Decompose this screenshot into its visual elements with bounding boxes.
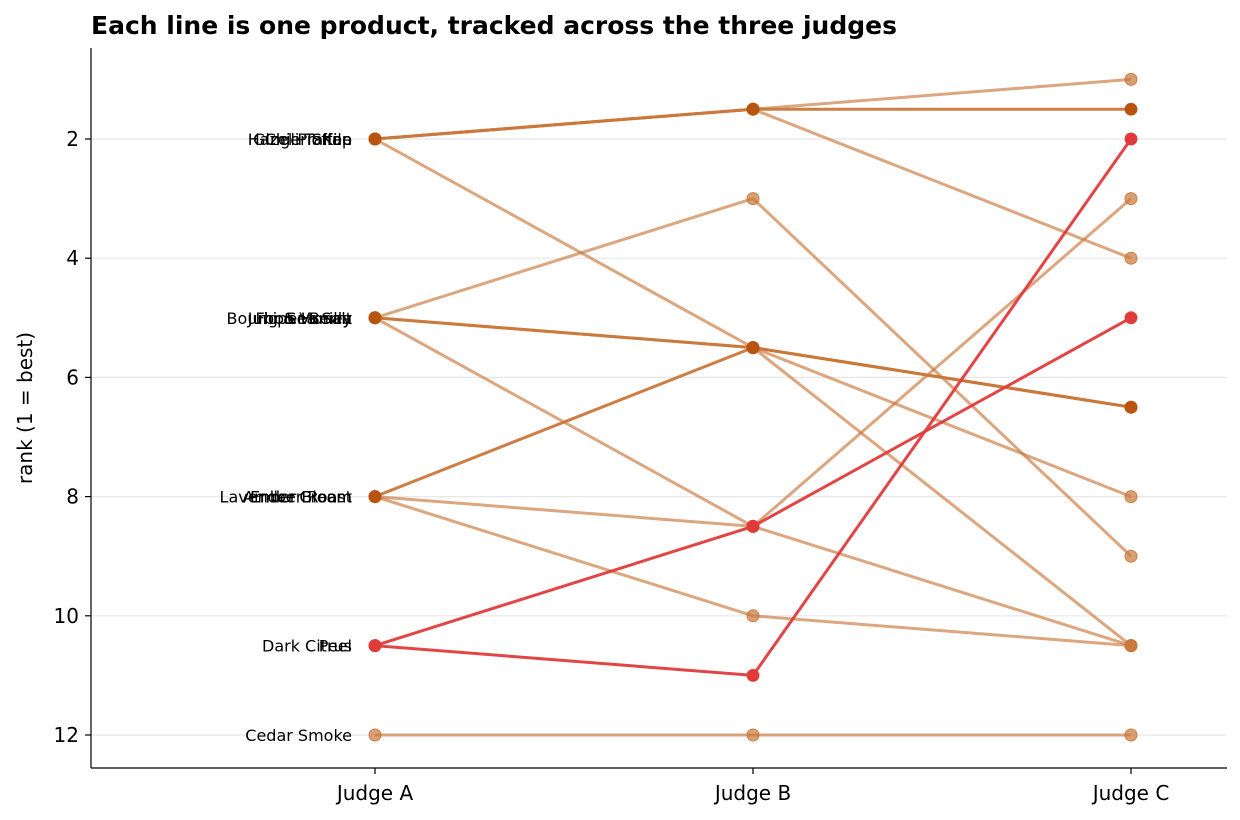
- point-chili-toffee: [368, 132, 382, 146]
- y-tick-label: 4: [66, 246, 79, 270]
- point-lavender-cream: [746, 341, 760, 355]
- point-peel: [1124, 132, 1138, 146]
- point-amber-bloom: [746, 609, 760, 623]
- point-ember-roast: [1124, 192, 1138, 206]
- point-lavender-cream: [368, 490, 382, 504]
- point-hazel-praline: [1124, 72, 1138, 86]
- point-chili-toffee: [746, 102, 760, 116]
- point-ginger-snap: [1124, 251, 1138, 265]
- y-axis-ticks: 2 4 6 8 10 12: [54, 127, 91, 747]
- product-label-ginger-snap: Ginger Snap: [253, 130, 352, 149]
- point-bourbon-vanilla: [746, 192, 760, 206]
- point-chili-toffee: [1124, 102, 1138, 116]
- point-peel: [368, 639, 382, 653]
- point-cedar-smoke: [368, 728, 382, 742]
- series-line-sea-salt: [374, 316, 1132, 648]
- series-line-peel: [374, 138, 1133, 677]
- x-tick-label: Judge C: [1091, 781, 1170, 805]
- series-line-juniper-berry: [374, 316, 1132, 409]
- series-line-ember-roast: [374, 197, 1132, 528]
- y-tick-label: 2: [66, 127, 79, 151]
- point-cedar-smoke: [1124, 728, 1138, 742]
- point-bourbon-vanilla: [1124, 549, 1138, 563]
- product-label-amber-bloom: Amber Bloom: [243, 488, 352, 507]
- point-amber-bloom: [1124, 639, 1138, 653]
- product-label-hazel-praline: Hazel Praline: [248, 130, 352, 149]
- product-label-sea-salt: Sea Salt: [286, 309, 352, 328]
- product-label-peel: Peel: [319, 637, 352, 656]
- product-label-juniper-berry: Juniper Berry: [247, 309, 352, 328]
- point-lavender-cream: [1124, 400, 1138, 414]
- product-label-kiln: Kiln: [322, 130, 352, 149]
- product-label-cedar-smoke: Cedar Smoke: [245, 726, 352, 745]
- product-label-ember-roast: Ember Roast: [250, 488, 352, 507]
- x-tick-label: Judge B: [713, 781, 791, 805]
- product-label-bourbon-vanilla: Bourbon Vanilla: [227, 309, 352, 328]
- axes: [90, 48, 1227, 769]
- y-tick-label: 10: [54, 604, 79, 628]
- x-tick-label: Judge A: [335, 781, 414, 805]
- point-dark-citrus: [746, 519, 760, 533]
- product-label-chili-toffee: Chili Toffee: [265, 130, 352, 149]
- y-tick-label: 6: [66, 365, 79, 389]
- y-tick-label: 12: [54, 723, 79, 747]
- point-fig-honey: [1124, 490, 1138, 504]
- point-cedar-smoke: [746, 728, 760, 742]
- series-points: [368, 72, 1138, 742]
- product-label-dark-citrus: Dark Citrus: [262, 637, 352, 656]
- series-line-lavender-cream: [374, 346, 1132, 498]
- series-line-dark-citrus: [374, 316, 1132, 648]
- product-label-lavender-cream: Lavender Cream: [220, 488, 352, 507]
- y-tick-label: 8: [66, 485, 79, 509]
- point-dark-citrus: [1124, 311, 1138, 325]
- product-label-fig-honey: Fig & Honey: [255, 309, 352, 328]
- point-juniper-berry: [368, 311, 382, 325]
- x-axis-ticks: Judge A Judge B Judge C: [335, 768, 1169, 805]
- y-axis-label: rank (1 = best): [13, 332, 37, 484]
- series-lines: [374, 77, 1133, 737]
- series-line-amber-bloom: [374, 495, 1132, 648]
- point-peel: [746, 668, 760, 682]
- chart-title: Each line is one product, tracked across…: [91, 11, 897, 40]
